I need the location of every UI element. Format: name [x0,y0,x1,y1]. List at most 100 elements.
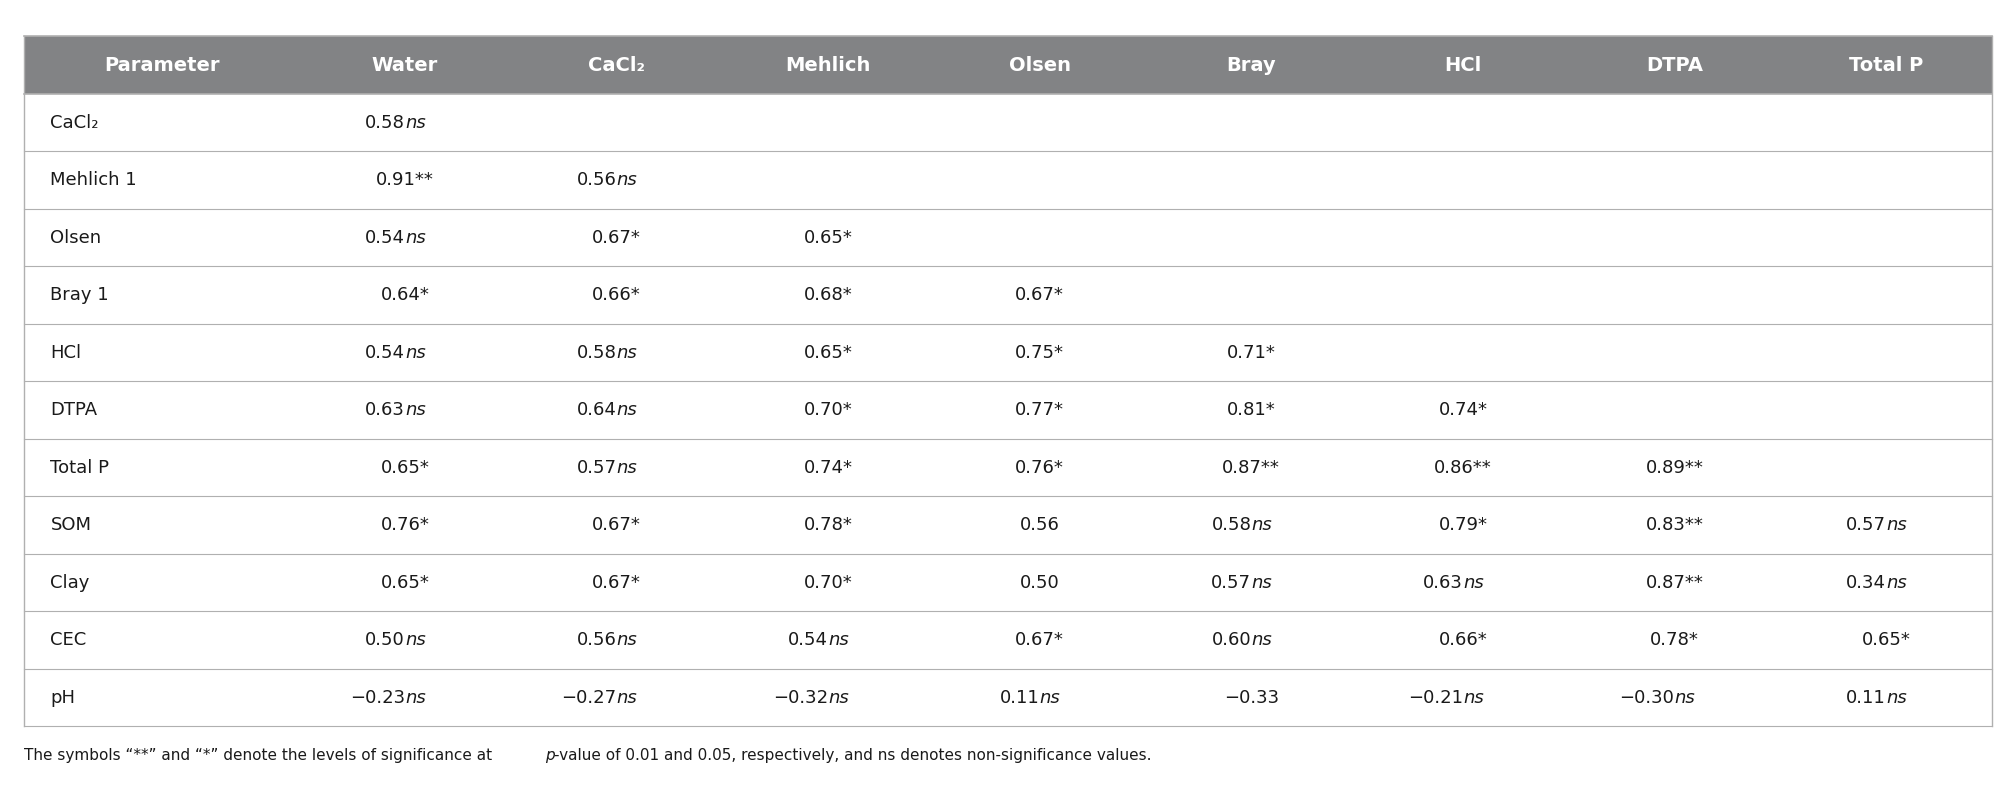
Bar [298,439,510,496]
Text: 0.74*: 0.74* [804,458,853,477]
Text: 0.57: 0.57 [1847,516,1887,534]
Bar [24,554,298,612]
Bar [1568,382,1780,439]
Text: The symbols “**” and “*” denote the levels of significance at: The symbols “**” and “*” denote the leve… [24,747,498,763]
Text: ns: ns [617,458,637,477]
Text: 0.78*: 0.78* [1649,631,1699,649]
Text: Clay: Clay [50,574,91,592]
Bar [1357,554,1568,612]
Bar [510,496,722,554]
Text: 0.76*: 0.76* [381,516,429,534]
Text: 0.91**: 0.91** [377,171,433,189]
Text: 0.76*: 0.76* [1016,458,1064,477]
Text: 0.54: 0.54 [788,631,829,649]
Bar [722,612,933,669]
Text: 0.65*: 0.65* [381,574,429,592]
Text: −0.30: −0.30 [1619,688,1675,707]
Bar [1357,669,1568,726]
Bar [1780,496,1992,554]
Bar [1568,209,1780,266]
Text: ns: ns [829,631,849,649]
Text: 0.64*: 0.64* [381,286,429,304]
Text: 0.60: 0.60 [1212,631,1252,649]
Bar [298,324,510,382]
Text: 0.34: 0.34 [1847,574,1887,592]
Bar [1357,496,1568,554]
Bar [510,266,722,324]
Text: HCl: HCl [50,344,81,362]
Bar [1568,152,1780,209]
Bar [298,152,510,209]
Text: ns: ns [405,228,425,247]
Bar [1357,382,1568,439]
Bar [722,554,933,612]
Bar [1145,612,1357,669]
Text: Mehlich: Mehlich [786,56,871,74]
Text: 0.63: 0.63 [365,401,405,419]
Text: ns: ns [1252,516,1272,534]
Text: 0.67*: 0.67* [1016,286,1064,304]
Text: ns: ns [1252,631,1272,649]
Text: ns: ns [617,344,637,362]
Bar [24,496,298,554]
Bar [1357,266,1568,324]
Text: ns: ns [405,631,425,649]
Text: ns: ns [1887,688,1907,707]
Text: ns: ns [405,114,425,132]
Bar [510,612,722,669]
Text: 0.54: 0.54 [365,228,405,247]
Bar [1357,36,1568,94]
Text: DTPA: DTPA [1645,56,1704,74]
Text: ns: ns [617,171,637,189]
Bar [1780,152,1992,209]
Bar [24,209,298,266]
Bar [933,554,1145,612]
Bar [24,669,298,726]
Bar [510,669,722,726]
Bar [722,324,933,382]
Bar [722,439,933,496]
Text: p: p [544,747,554,763]
Text: 0.50: 0.50 [365,631,405,649]
Bar [1780,324,1992,382]
Text: Olsen: Olsen [50,228,101,247]
Text: pH: pH [50,688,75,707]
Bar [510,209,722,266]
Bar [933,496,1145,554]
Text: ns: ns [617,401,637,419]
Bar [510,554,722,612]
Bar [1780,669,1992,726]
Bar [24,36,298,94]
Text: 0.56: 0.56 [1020,516,1060,534]
Text: CEC: CEC [50,631,87,649]
Bar [1145,36,1357,94]
Text: 0.58: 0.58 [365,114,405,132]
Bar [298,612,510,669]
Text: −0.27: −0.27 [562,688,617,707]
Bar [1568,324,1780,382]
Text: ns: ns [617,688,637,707]
Bar [298,266,510,324]
Bar [298,382,510,439]
Text: 0.78*: 0.78* [804,516,853,534]
Text: 0.67*: 0.67* [593,574,641,592]
Text: Water: Water [371,56,437,74]
Bar [298,554,510,612]
Text: 0.81*: 0.81* [1228,401,1276,419]
Text: 0.63: 0.63 [1423,574,1464,592]
Bar [298,209,510,266]
Bar [1568,496,1780,554]
Bar [1145,554,1357,612]
Bar [1568,554,1780,612]
Text: −0.21: −0.21 [1407,688,1464,707]
Text: 0.68*: 0.68* [804,286,853,304]
Text: 0.58: 0.58 [1212,516,1252,534]
Text: 0.57: 0.57 [577,458,617,477]
Bar [933,382,1145,439]
Text: HCl: HCl [1443,56,1482,74]
Text: 0.71*: 0.71* [1228,344,1276,362]
Bar [1145,209,1357,266]
Text: −0.33: −0.33 [1224,688,1278,707]
Bar [933,324,1145,382]
Text: ns: ns [405,401,425,419]
